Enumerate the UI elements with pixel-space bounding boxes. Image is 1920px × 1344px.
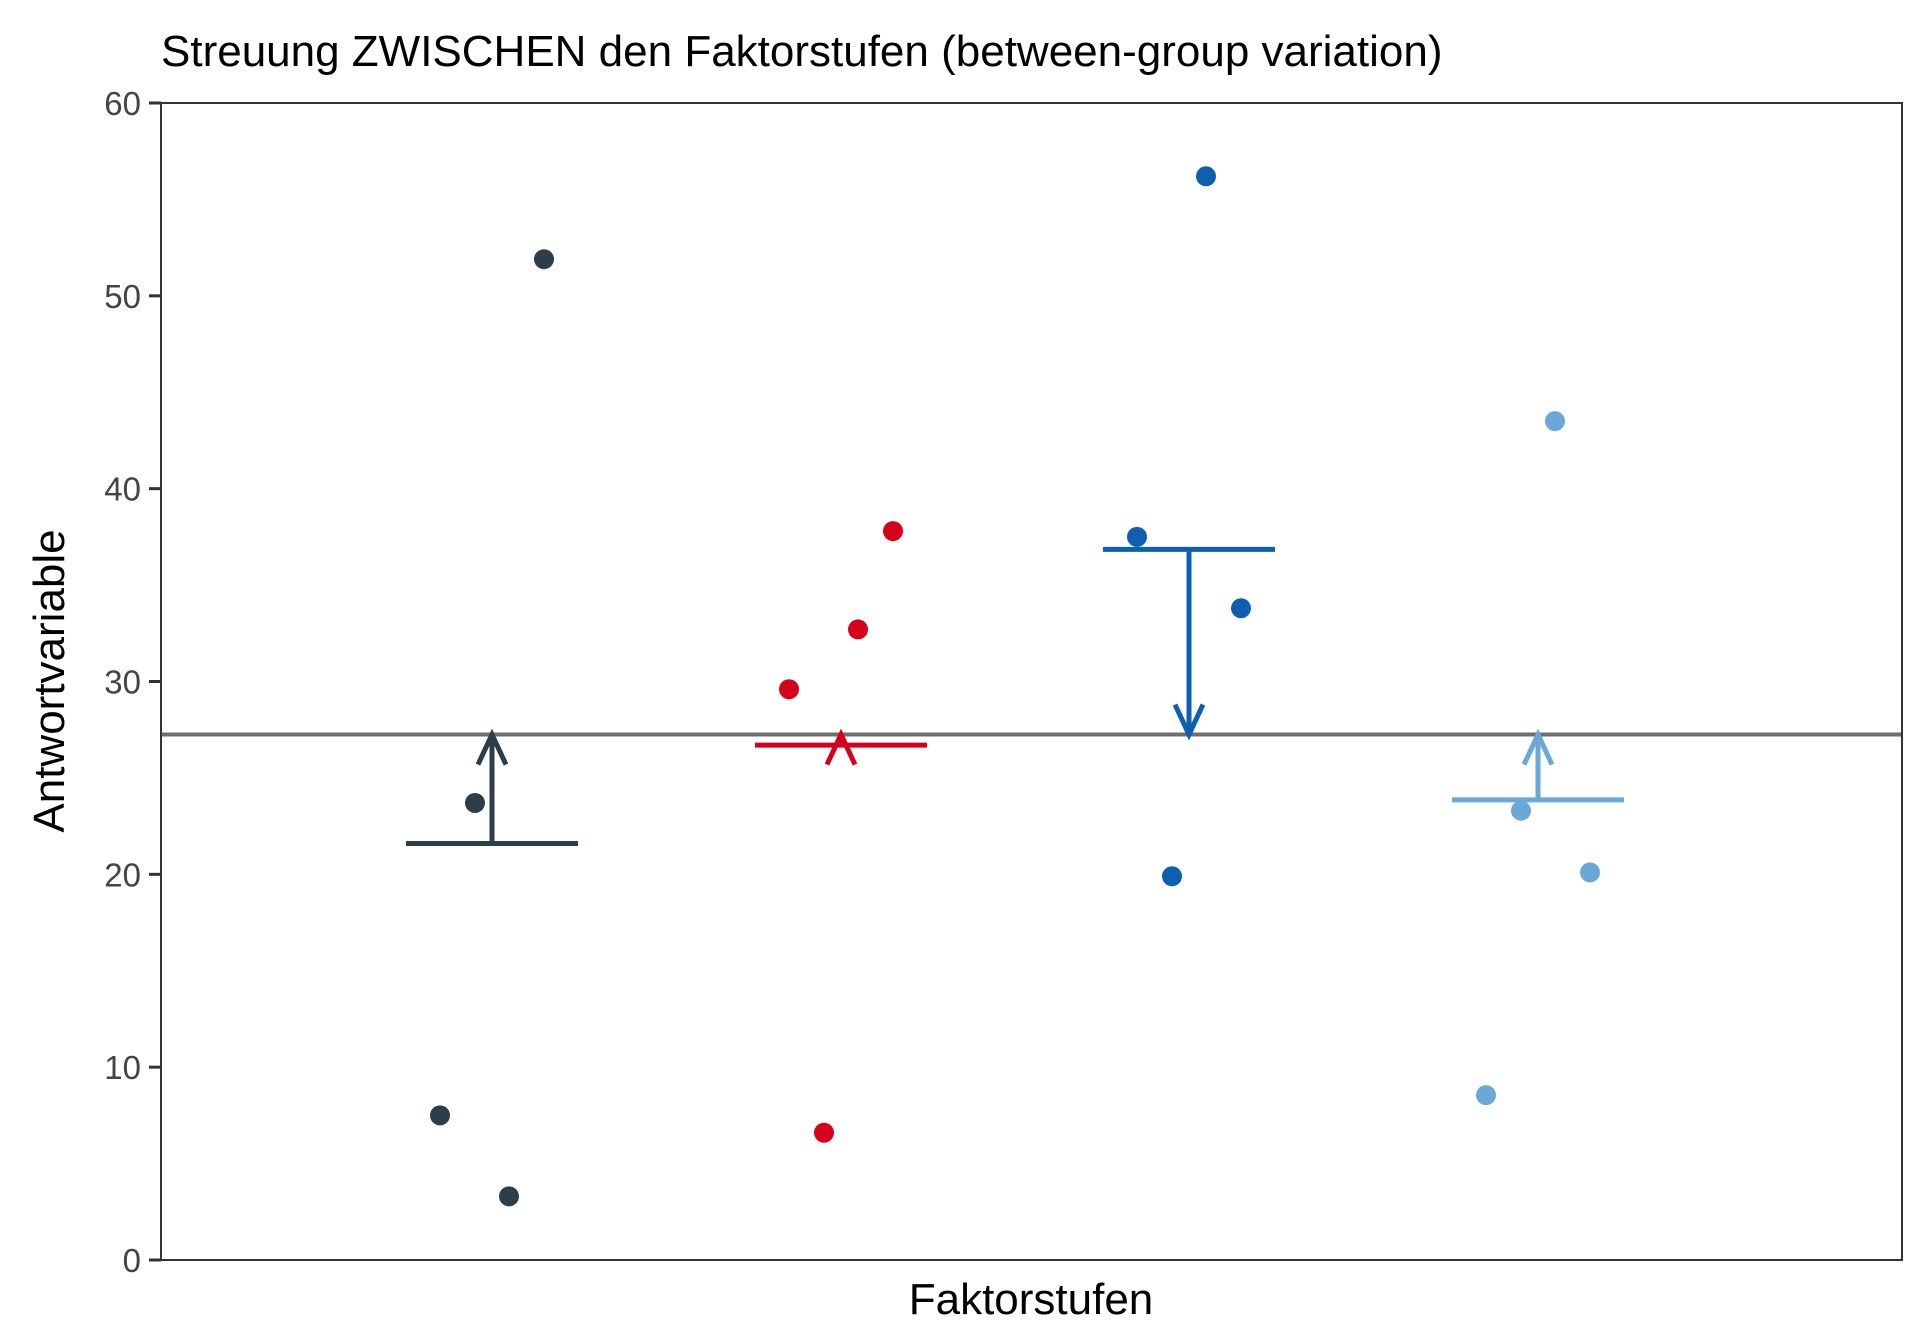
data-point (1511, 800, 1531, 821)
deviation-arrow-head (824, 728, 858, 766)
y-tick-label: 10 (104, 1049, 141, 1086)
data-point (1476, 1085, 1496, 1106)
data-point (430, 1105, 450, 1126)
data-point (465, 792, 485, 813)
deviation-arrow-head (1521, 728, 1555, 766)
y-tick-label: 20 (104, 856, 141, 893)
x-axis-title: Faktorstufen (909, 1275, 1154, 1324)
data-point (1231, 598, 1251, 619)
data-point (534, 249, 554, 270)
y-tick-label: 50 (104, 278, 141, 315)
plot-panel-border (160, 102, 1903, 1261)
y-axis-title: Antwortvariable (25, 529, 74, 832)
y-axis: 0 10 20 30 40 50 60 (104, 85, 161, 1279)
data-point (1580, 862, 1600, 883)
data-point (1545, 411, 1565, 432)
data-point (883, 521, 903, 542)
data-point (1127, 526, 1147, 547)
y-tick-label: 0 (123, 1242, 141, 1279)
deviation-arrow-head (1172, 703, 1206, 741)
data-point (814, 1122, 834, 1143)
data-point (848, 619, 868, 640)
data-point (499, 1186, 519, 1207)
data-point (1162, 866, 1182, 887)
y-tick-label: 60 (104, 85, 141, 122)
y-tick-label: 40 (104, 471, 141, 508)
y-tick-label: 30 (104, 664, 141, 701)
deviation-arrow-head (475, 728, 509, 766)
data-point (779, 679, 799, 700)
chart-title: Streuung ZWISCHEN den Faktorstufen (betw… (161, 27, 1442, 76)
data-point (1196, 166, 1216, 187)
plot-marks (161, 166, 1902, 1207)
